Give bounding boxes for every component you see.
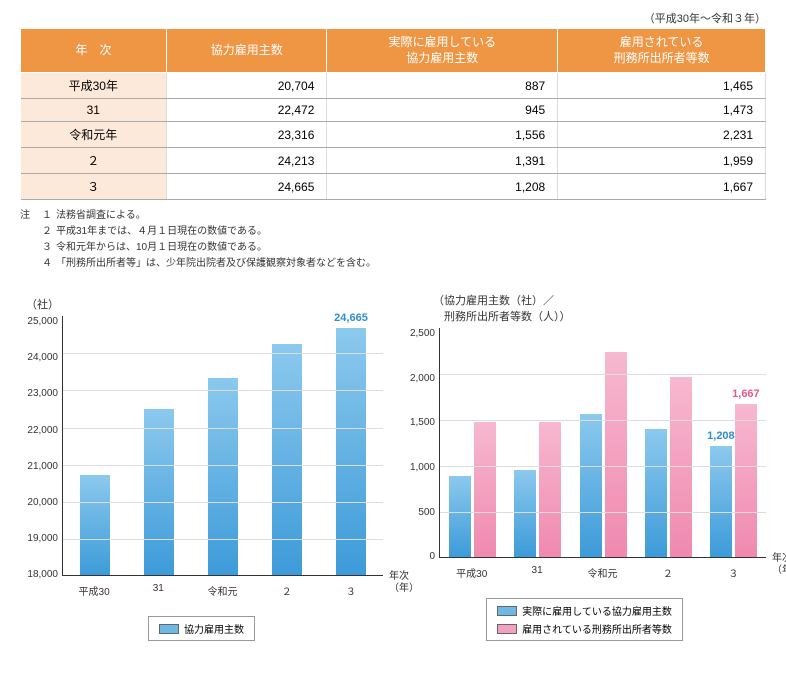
bar-released (474, 422, 496, 557)
bar (208, 378, 238, 576)
table-row: ３24,6651,2081,667 (21, 174, 766, 200)
chart-employers: （社） 25,00024,00023,00022,00021,00020,000… (20, 296, 383, 641)
chart2-legend: 実際に雇用している協力雇用主数雇用されている刑務所出所者等数 (403, 598, 766, 641)
table-row: ２24,2131,3911,959 (21, 148, 766, 174)
chart2-x-label: 年次（年） (772, 553, 786, 577)
bar-released (605, 352, 627, 557)
bar (80, 475, 110, 575)
bar-released: 1,667 (735, 404, 757, 557)
table-row: 3122,4729451,473 (21, 99, 766, 122)
bar (272, 344, 302, 575)
chart1-y-unit: （社） (26, 296, 383, 312)
bar-released (539, 422, 561, 558)
chart2-y-unit: （協力雇用主数（社）／ 刑務所出所者等数（人）） (433, 292, 766, 324)
bar (144, 409, 174, 575)
bar-actual: 1,208 (710, 446, 732, 557)
bar-actual (514, 470, 536, 557)
col-header: 雇用されている刑務所出所者等数 (558, 29, 766, 73)
bar-actual (645, 429, 667, 557)
notes: 注１法務省調査による。２平成31年までは、４月１日現在の数値である。３令和元年か… (20, 208, 766, 272)
chart1-legend: 協力雇用主数 (20, 616, 383, 641)
col-header: 年 次 (21, 29, 167, 73)
bar-actual (449, 476, 471, 558)
chart1-x-label: 年次（年） (389, 571, 419, 595)
bar-actual (580, 414, 602, 557)
table-row: 令和元年23,3161,5562,231 (21, 122, 766, 148)
col-header: 実際に雇用している協力雇用主数 (327, 29, 558, 73)
table-row: 平成30年20,7048871,465 (21, 73, 766, 99)
data-table: 年 次協力雇用主数実際に雇用している協力雇用主数雇用されている刑務所出所者等数 … (20, 28, 766, 200)
chart-actual: （協力雇用主数（社）／ 刑務所出所者等数（人）） 2,5002,0001,500… (403, 292, 766, 641)
chart1-legend-label: 協力雇用主数 (184, 621, 244, 636)
period-range: （平成30年～令和３年） (20, 10, 766, 26)
col-header: 協力雇用主数 (167, 29, 327, 73)
